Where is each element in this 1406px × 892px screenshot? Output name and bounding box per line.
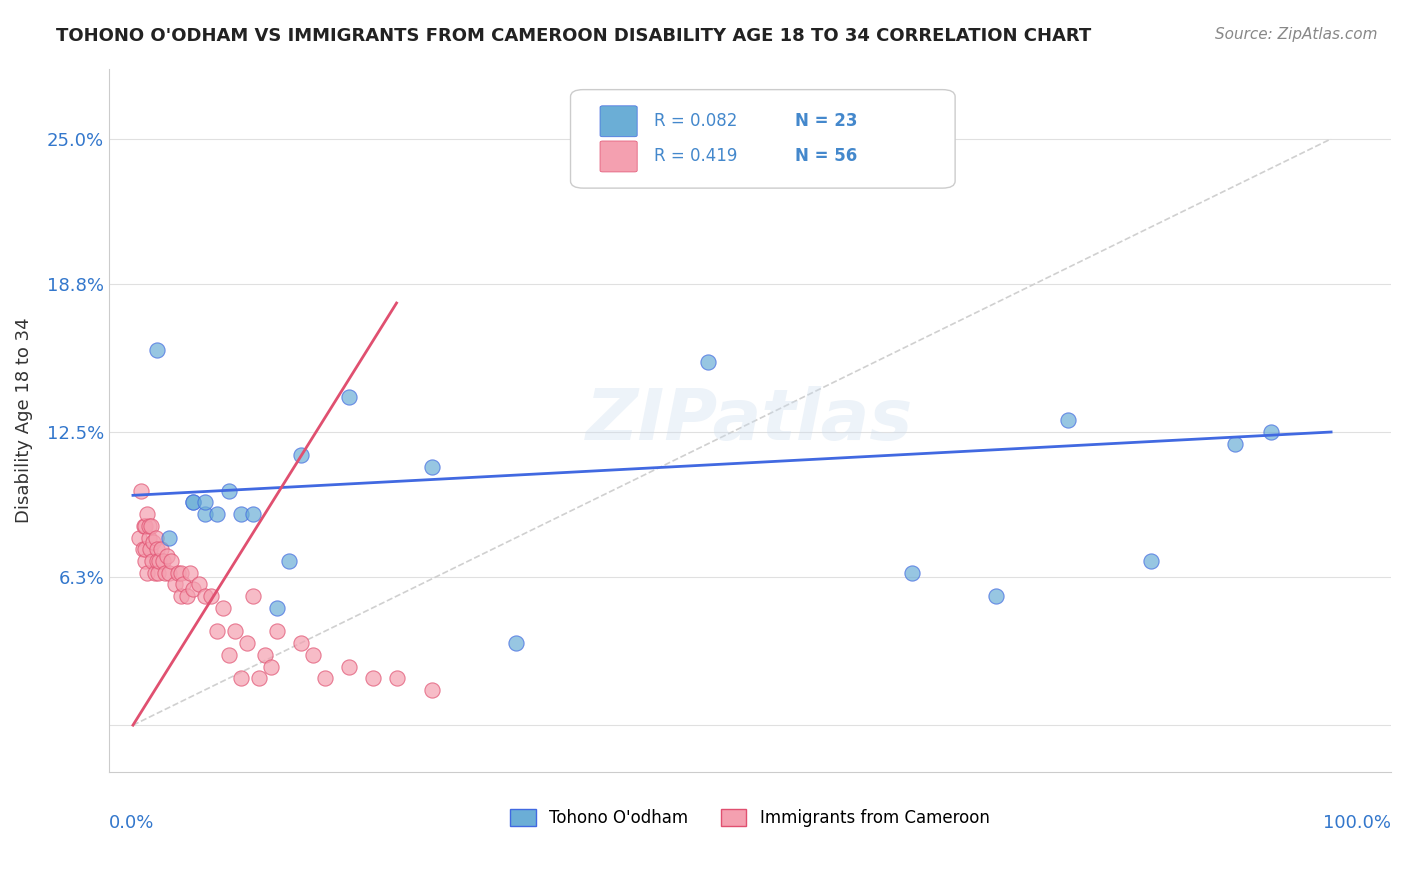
Immigrants from Cameroon bbox=[361, 671, 384, 685]
Immigrants from Cameroon bbox=[314, 671, 336, 685]
Immigrants from Cameroon bbox=[301, 648, 323, 662]
Immigrants from Cameroon bbox=[242, 589, 264, 603]
Tohono O'odham bbox=[277, 554, 299, 568]
Tohono O'odham bbox=[1056, 413, 1078, 427]
Immigrants from Cameroon bbox=[167, 566, 190, 580]
Immigrants from Cameroon bbox=[139, 518, 162, 533]
Immigrants from Cameroon bbox=[134, 542, 156, 557]
Tohono O'odham bbox=[205, 507, 228, 521]
Immigrants from Cameroon bbox=[170, 566, 193, 580]
Tohono O'odham bbox=[242, 507, 264, 521]
Immigrants from Cameroon bbox=[132, 518, 155, 533]
Immigrants from Cameroon bbox=[134, 518, 156, 533]
Immigrants from Cameroon bbox=[211, 600, 233, 615]
Tohono O'odham bbox=[290, 449, 312, 463]
Immigrants from Cameroon bbox=[128, 531, 150, 545]
Immigrants from Cameroon bbox=[146, 566, 169, 580]
Immigrants from Cameroon bbox=[136, 566, 159, 580]
Immigrants from Cameroon bbox=[187, 577, 209, 591]
Text: Source: ZipAtlas.com: Source: ZipAtlas.com bbox=[1215, 27, 1378, 42]
Immigrants from Cameroon bbox=[205, 624, 228, 639]
Immigrants from Cameroon bbox=[131, 542, 153, 557]
Immigrants from Cameroon bbox=[170, 589, 193, 603]
Immigrants from Cameroon bbox=[253, 648, 276, 662]
Tohono O'odham bbox=[422, 460, 444, 475]
Immigrants from Cameroon bbox=[155, 549, 177, 564]
Tohono O'odham bbox=[146, 343, 169, 357]
Immigrants from Cameroon bbox=[138, 531, 160, 545]
Tohono O'odham bbox=[266, 600, 288, 615]
Immigrants from Cameroon bbox=[266, 624, 288, 639]
Tohono O'odham bbox=[157, 531, 180, 545]
Tohono O'odham bbox=[194, 495, 217, 509]
Y-axis label: Disability Age 18 to 34: Disability Age 18 to 34 bbox=[15, 318, 32, 523]
Immigrants from Cameroon bbox=[224, 624, 246, 639]
Immigrants from Cameroon bbox=[337, 659, 360, 673]
FancyBboxPatch shape bbox=[571, 89, 955, 188]
Immigrants from Cameroon bbox=[260, 659, 283, 673]
Tohono O'odham bbox=[505, 636, 527, 650]
Immigrants from Cameroon bbox=[141, 554, 163, 568]
Immigrants from Cameroon bbox=[142, 535, 165, 549]
Immigrants from Cameroon bbox=[229, 671, 252, 685]
Tohono O'odham bbox=[181, 495, 204, 509]
Immigrants from Cameroon bbox=[136, 507, 159, 521]
Immigrants from Cameroon bbox=[155, 566, 177, 580]
Text: R = 0.082: R = 0.082 bbox=[654, 112, 737, 129]
Text: R = 0.419: R = 0.419 bbox=[654, 147, 737, 165]
Immigrants from Cameroon bbox=[236, 636, 259, 650]
Immigrants from Cameroon bbox=[146, 542, 169, 557]
Tohono O'odham bbox=[1225, 436, 1247, 450]
Tohono O'odham bbox=[337, 390, 360, 404]
Tohono O'odham bbox=[984, 589, 1007, 603]
Tohono O'odham bbox=[1140, 554, 1163, 568]
FancyBboxPatch shape bbox=[600, 141, 637, 172]
Immigrants from Cameroon bbox=[385, 671, 408, 685]
Immigrants from Cameroon bbox=[422, 683, 444, 698]
Tohono O'odham bbox=[1260, 425, 1282, 439]
Tohono O'odham bbox=[194, 507, 217, 521]
Text: 100.0%: 100.0% bbox=[1323, 814, 1391, 832]
Tohono O'odham bbox=[697, 354, 720, 368]
Immigrants from Cameroon bbox=[179, 566, 201, 580]
Immigrants from Cameroon bbox=[131, 483, 153, 498]
Immigrants from Cameroon bbox=[143, 566, 166, 580]
Tohono O'odham bbox=[900, 566, 922, 580]
Tohono O'odham bbox=[218, 483, 240, 498]
Text: ZIPatlas: ZIPatlas bbox=[586, 385, 914, 455]
Immigrants from Cameroon bbox=[218, 648, 240, 662]
Immigrants from Cameroon bbox=[163, 577, 186, 591]
Immigrants from Cameroon bbox=[146, 554, 169, 568]
Immigrants from Cameroon bbox=[172, 577, 194, 591]
Immigrants from Cameroon bbox=[176, 589, 198, 603]
Immigrants from Cameroon bbox=[290, 636, 312, 650]
Immigrants from Cameroon bbox=[157, 566, 180, 580]
Immigrants from Cameroon bbox=[138, 518, 160, 533]
Immigrants from Cameroon bbox=[145, 531, 167, 545]
Immigrants from Cameroon bbox=[194, 589, 217, 603]
Legend: Tohono O'odham, Immigrants from Cameroon: Tohono O'odham, Immigrants from Cameroon bbox=[503, 803, 997, 834]
Immigrants from Cameroon bbox=[134, 554, 156, 568]
Immigrants from Cameroon bbox=[148, 554, 170, 568]
Text: N = 56: N = 56 bbox=[794, 147, 858, 165]
Immigrants from Cameroon bbox=[200, 589, 222, 603]
Immigrants from Cameroon bbox=[247, 671, 270, 685]
Tohono O'odham bbox=[229, 507, 252, 521]
Immigrants from Cameroon bbox=[181, 582, 204, 596]
Immigrants from Cameroon bbox=[152, 554, 174, 568]
FancyBboxPatch shape bbox=[600, 106, 637, 136]
Tohono O'odham bbox=[181, 495, 204, 509]
Text: TOHONO O'ODHAM VS IMMIGRANTS FROM CAMEROON DISABILITY AGE 18 TO 34 CORRELATION C: TOHONO O'ODHAM VS IMMIGRANTS FROM CAMERO… bbox=[56, 27, 1091, 45]
Immigrants from Cameroon bbox=[149, 542, 172, 557]
Immigrants from Cameroon bbox=[138, 542, 160, 557]
Text: 0.0%: 0.0% bbox=[110, 814, 155, 832]
Text: N = 23: N = 23 bbox=[794, 112, 858, 129]
Immigrants from Cameroon bbox=[160, 554, 183, 568]
